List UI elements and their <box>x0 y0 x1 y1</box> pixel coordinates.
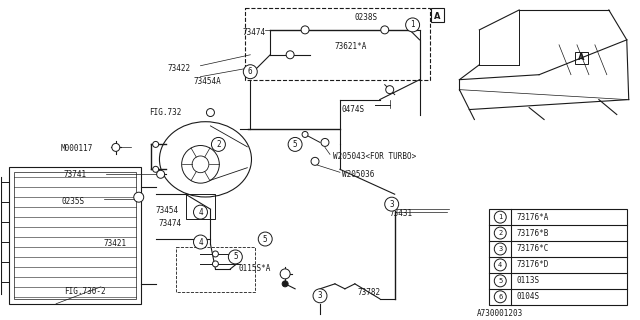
Bar <box>14 172 136 299</box>
Bar <box>186 194 216 219</box>
Text: 0113S: 0113S <box>516 276 540 285</box>
Text: 73454A: 73454A <box>193 77 221 86</box>
Bar <box>431 8 445 22</box>
Text: FIG.732: FIG.732 <box>148 108 181 116</box>
Circle shape <box>193 205 207 219</box>
Circle shape <box>494 259 506 271</box>
Circle shape <box>153 141 159 148</box>
Text: W205036: W205036 <box>342 170 374 179</box>
Circle shape <box>311 157 319 165</box>
Circle shape <box>301 26 309 34</box>
Text: 0474S: 0474S <box>342 105 365 114</box>
Bar <box>9 167 141 304</box>
Circle shape <box>494 275 506 287</box>
Text: 3: 3 <box>498 246 502 252</box>
Text: W205043<FOR TURBO>: W205043<FOR TURBO> <box>333 152 416 161</box>
Circle shape <box>385 197 399 211</box>
Circle shape <box>302 132 308 137</box>
Circle shape <box>259 232 272 246</box>
Circle shape <box>212 261 218 267</box>
Text: 73421: 73421 <box>104 239 127 248</box>
Text: 6: 6 <box>498 294 502 300</box>
Circle shape <box>286 51 294 59</box>
Circle shape <box>494 291 506 303</box>
Text: 73474: 73474 <box>242 28 265 37</box>
Text: 2: 2 <box>498 230 502 236</box>
Text: 73474: 73474 <box>159 219 182 228</box>
Bar <box>490 209 627 305</box>
Text: 0115S*A: 0115S*A <box>238 264 271 273</box>
Circle shape <box>313 289 327 303</box>
Text: 4: 4 <box>498 262 502 268</box>
Text: 73454: 73454 <box>156 206 179 215</box>
Text: A: A <box>435 12 441 21</box>
Circle shape <box>494 227 506 239</box>
Circle shape <box>112 143 120 151</box>
Circle shape <box>134 192 144 202</box>
Text: 3: 3 <box>317 291 323 300</box>
Text: 4: 4 <box>198 208 203 217</box>
Text: 73176*B: 73176*B <box>516 228 548 237</box>
Text: 73176*D: 73176*D <box>516 260 548 269</box>
Text: 6: 6 <box>248 67 253 76</box>
Bar <box>575 52 588 64</box>
Text: 1: 1 <box>410 20 415 29</box>
Circle shape <box>282 281 288 287</box>
Circle shape <box>157 170 164 178</box>
Circle shape <box>207 108 214 116</box>
Circle shape <box>228 250 243 264</box>
Circle shape <box>153 166 159 172</box>
Text: 5: 5 <box>233 252 237 261</box>
Text: 5: 5 <box>263 235 268 244</box>
Bar <box>245 8 429 80</box>
Text: 73431: 73431 <box>390 209 413 218</box>
Text: 0238S: 0238S <box>355 13 378 22</box>
Text: 73422: 73422 <box>168 64 191 73</box>
Circle shape <box>406 18 420 32</box>
Text: 73741: 73741 <box>63 170 86 179</box>
Circle shape <box>243 65 257 79</box>
Text: 5: 5 <box>292 140 298 149</box>
Text: 3: 3 <box>389 200 394 209</box>
Text: M000117: M000117 <box>61 144 93 153</box>
Circle shape <box>211 137 225 151</box>
Text: A730001203: A730001203 <box>477 309 524 318</box>
Text: 73621*A: 73621*A <box>335 42 367 51</box>
Text: 0104S: 0104S <box>516 292 540 301</box>
Text: 1: 1 <box>498 214 502 220</box>
Text: 73782: 73782 <box>358 288 381 297</box>
Text: 73176*A: 73176*A <box>516 212 548 222</box>
Text: 73176*C: 73176*C <box>516 244 548 253</box>
Text: 4: 4 <box>198 237 203 246</box>
Text: 5: 5 <box>498 278 502 284</box>
Text: 2: 2 <box>216 140 221 149</box>
Circle shape <box>212 251 218 257</box>
Circle shape <box>494 243 506 255</box>
Bar <box>175 247 255 292</box>
Circle shape <box>386 86 394 94</box>
Text: FIG.730-2: FIG.730-2 <box>64 287 106 296</box>
Text: A: A <box>578 53 584 62</box>
Circle shape <box>280 269 290 279</box>
Circle shape <box>494 211 506 223</box>
Circle shape <box>321 139 329 147</box>
Circle shape <box>288 137 302 151</box>
Circle shape <box>381 26 388 34</box>
Text: 0235S: 0235S <box>61 197 84 206</box>
Circle shape <box>193 235 207 249</box>
